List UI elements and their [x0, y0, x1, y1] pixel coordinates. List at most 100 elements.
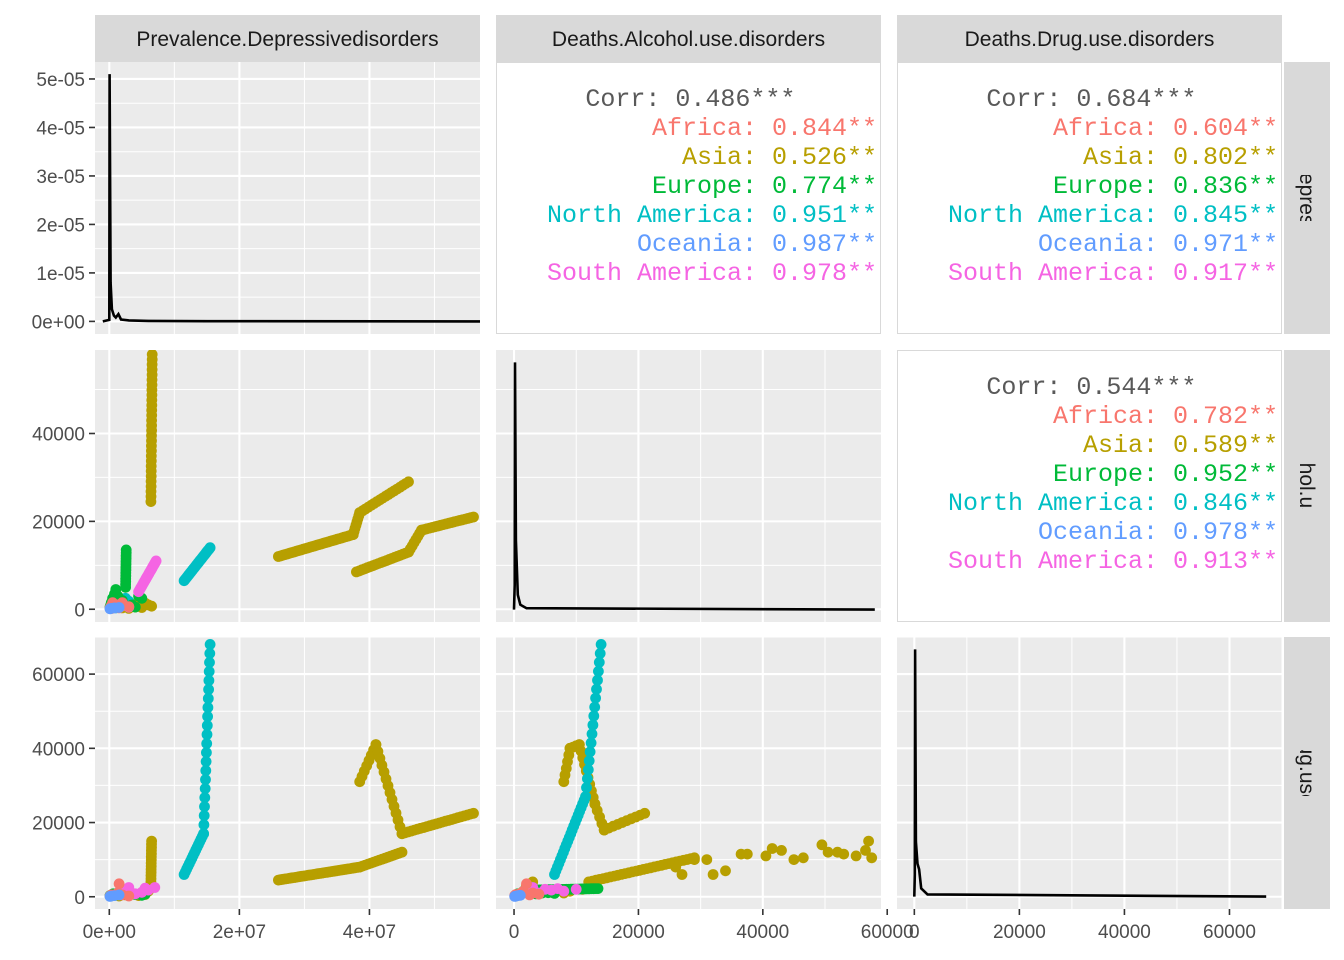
x-tick-label: 0	[509, 922, 520, 943]
scatter-point	[203, 675, 215, 686]
scatter-point	[199, 783, 211, 794]
scatter-point	[198, 819, 210, 831]
scatter-point	[582, 773, 593, 785]
x-tick-label: 20000	[993, 922, 1046, 943]
correlation-group-label: Asia: 0.802**	[1083, 143, 1278, 172]
panel-background	[95, 62, 480, 334]
scatter-series	[521, 739, 878, 899]
scatter-point	[123, 890, 135, 902]
y-tick-label: 4e-05	[36, 118, 85, 139]
scatter-point	[120, 544, 132, 556]
y-tick-label: 40000	[32, 424, 85, 445]
correlation-panel-background	[897, 62, 1282, 334]
scatter-point	[146, 600, 158, 612]
scatter-point	[201, 729, 213, 740]
density-curve	[102, 74, 480, 323]
column-strip-background	[95, 15, 480, 62]
correlation-overall-label: Corr: 0.486***	[585, 85, 795, 114]
y-axis: 0e+00 1e-05 2e-05 3e-05 4e-05 5e-05	[32, 70, 95, 333]
scatter-point	[701, 854, 713, 865]
panel	[95, 637, 480, 909]
scatter-point	[198, 810, 210, 821]
row-strip-background	[1284, 350, 1330, 622]
y-tick-label: 20000	[32, 512, 85, 533]
scatter-point	[146, 835, 158, 847]
correlation-group-label: Africa: 0.604**	[1053, 114, 1278, 143]
scatter-point	[593, 665, 604, 677]
x-tick-label: 0e+00	[83, 922, 136, 943]
scatter-point	[588, 710, 600, 722]
scatter-point	[592, 674, 603, 686]
scatter-point	[202, 693, 214, 704]
scatter-point	[468, 807, 479, 819]
scatter-series	[509, 889, 526, 902]
scatter-point	[396, 846, 408, 858]
column-strip: Deaths.Alcohol.use.disorders	[496, 15, 881, 62]
scatter-point	[639, 807, 651, 819]
correlation-group-label: Europe: 0.836**	[1053, 172, 1278, 201]
scatter-series	[178, 639, 216, 880]
scatter-point	[593, 656, 605, 668]
x-tick-label: 60000	[861, 922, 914, 943]
scatter-point	[850, 850, 862, 862]
correlation-group-label: Oceania: 0.987**	[637, 230, 877, 259]
correlation-group-label: North America: 0.846**	[948, 489, 1278, 518]
y-tick-label: 5e-05	[36, 70, 85, 91]
y-tick-label: 0e+00	[32, 312, 85, 333]
row-strip-background	[1284, 637, 1330, 909]
scatter-point	[201, 738, 213, 749]
column-strip-label: Deaths.Drug.use.disorders	[965, 28, 1215, 51]
correlation-group-label: Oceania: 0.978**	[1038, 518, 1278, 547]
column-strip-background	[897, 15, 1282, 62]
scatter-point	[592, 883, 604, 894]
panel	[897, 637, 1282, 909]
scatter-point	[594, 648, 606, 659]
scatter-point	[676, 869, 688, 880]
row-strip: Deaths.Alcohol.use.disorders	[1284, 350, 1330, 622]
scatter-point	[204, 648, 216, 659]
scatter-point	[797, 852, 809, 864]
scatter-point	[558, 885, 570, 897]
scatter-point	[838, 848, 850, 860]
correlation-group-label: North America: 0.951**	[547, 201, 877, 230]
scatter-point	[150, 555, 162, 567]
scatter-point	[860, 845, 871, 856]
scatter-point	[199, 801, 210, 812]
y-tick-label: 0	[74, 888, 85, 909]
x-tick-label: 40000	[1098, 922, 1151, 943]
x-tick-label: 40000	[736, 922, 789, 943]
x-axis: 0 20000 40000 60000	[509, 909, 914, 943]
scatter-point	[581, 782, 592, 793]
scatter-point	[204, 657, 215, 668]
scatter-point	[766, 843, 778, 854]
scatter-point	[198, 828, 210, 840]
scatter-point	[533, 888, 545, 900]
correlation-group-label: South America: 0.917**	[948, 259, 1278, 288]
panel: Corr: 0.544***Africa: 0.782**Asia: 0.589…	[897, 350, 1282, 622]
density-curve	[913, 649, 1267, 898]
correlation-group-label: Europe: 0.952**	[1053, 460, 1278, 489]
scatter-point	[199, 792, 211, 803]
correlation-overall-label: Corr: 0.544***	[986, 373, 1196, 402]
column-strip: Prevalence.Depressivedisorders	[95, 15, 480, 62]
y-tick-label: 20000	[32, 814, 85, 835]
scatter-point	[468, 511, 479, 523]
scatter-point	[123, 601, 135, 612]
scatter-point	[403, 476, 414, 488]
scatter-point	[113, 889, 125, 901]
y-tick-label: 40000	[32, 739, 85, 760]
correlation-group-label: South America: 0.978**	[547, 259, 877, 288]
y-tick-label: 1e-05	[36, 264, 85, 285]
scatter-point	[589, 701, 601, 713]
scatter-point	[203, 684, 215, 695]
row-strip-label: Deaths.Drug.use.disorders	[1295, 648, 1318, 898]
scatter-point	[707, 869, 719, 880]
x-tick-label: 0	[909, 922, 920, 943]
scatter-point	[204, 542, 216, 554]
y-tick-label: 60000	[32, 665, 85, 686]
scatter-point	[204, 639, 216, 650]
scatter-point	[741, 848, 753, 860]
scatter-point	[200, 774, 211, 785]
scatter-point	[584, 746, 596, 758]
